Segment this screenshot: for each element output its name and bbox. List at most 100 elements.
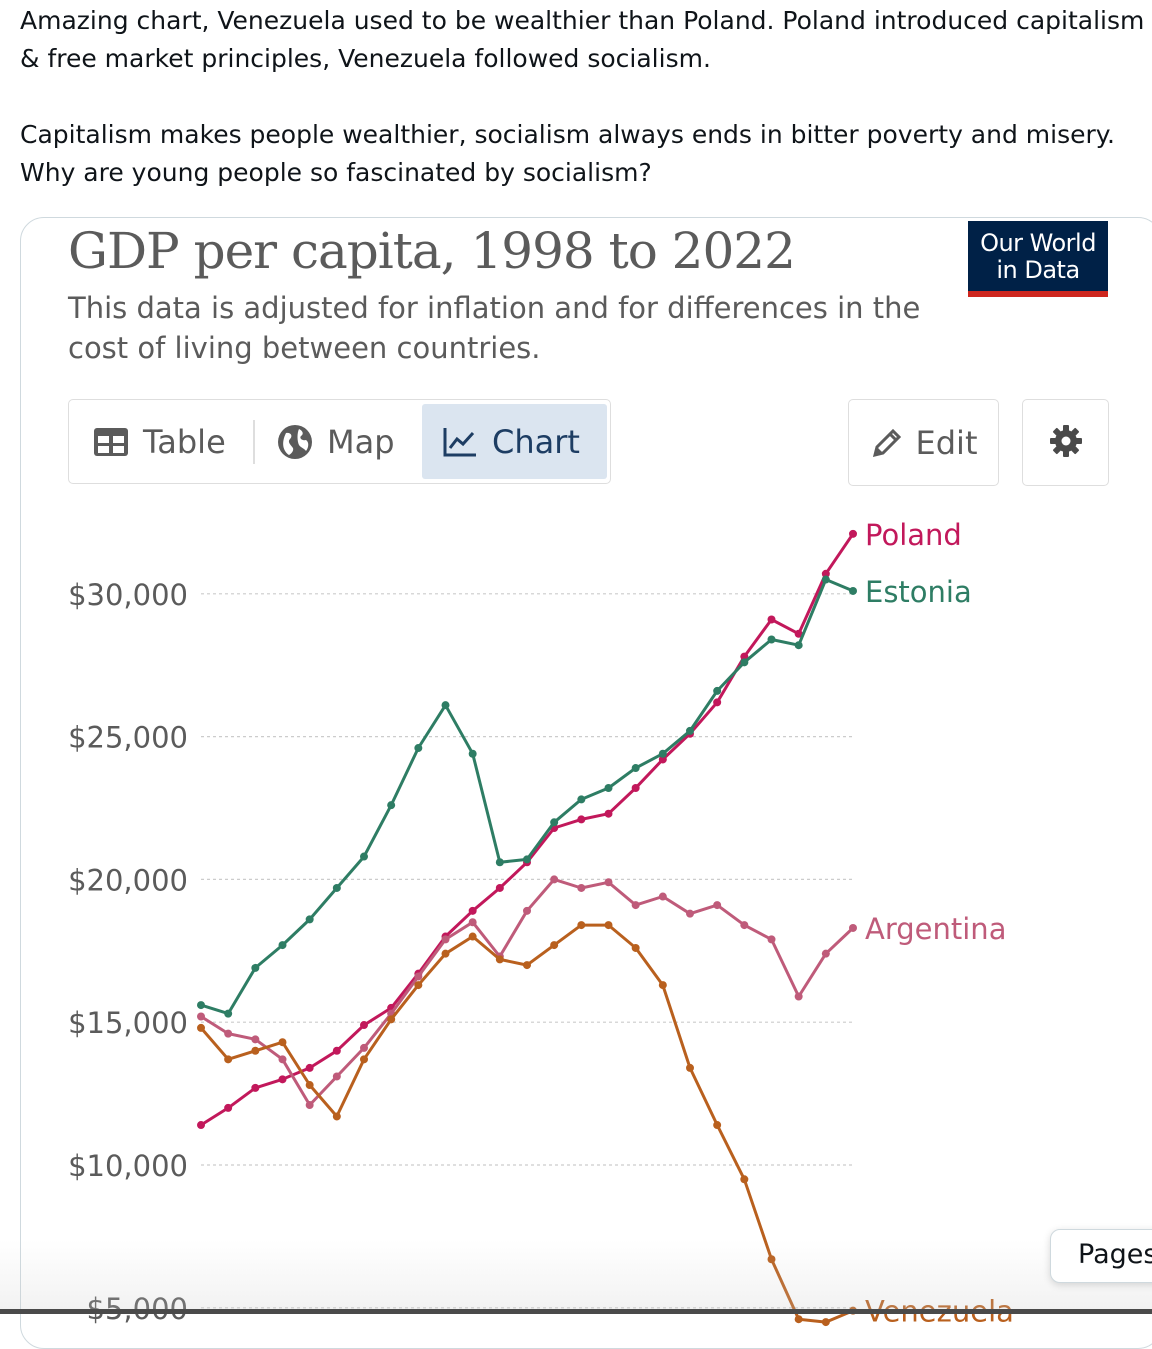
owid-logo-line-1: Our World (980, 229, 1096, 257)
series-label-estonia: Estonia (865, 575, 972, 609)
tab-chart-label: Chart (492, 422, 580, 461)
tab-map[interactable]: Map (277, 404, 395, 479)
point-estonia-2018 (740, 658, 749, 667)
point-poland-2022 (849, 529, 857, 538)
point-poland-2017 (713, 698, 722, 707)
owid-logo-line-2: in Data (996, 256, 1080, 284)
tab-chart[interactable]: Chart (422, 404, 607, 479)
series-line-poland (200, 532, 855, 1127)
line-chart-icon (442, 424, 478, 460)
point-estonia-2004 (360, 852, 368, 861)
point-estonia-1998 (197, 1001, 205, 1010)
point-argentina-2000 (251, 1035, 260, 1044)
point-venezuela-2018 (740, 1175, 749, 1184)
tweet-paragraph-2: Capitalism makes people wealthier, socia… (20, 120, 1115, 187)
point-venezuela-2001 (278, 1038, 287, 1047)
series-label-poland: Poland (865, 518, 962, 552)
point-argentina-2016 (686, 909, 694, 918)
point-argentina-2010 (523, 906, 531, 915)
point-argentina-2018 (740, 921, 749, 930)
point-poland-2015 (658, 755, 667, 764)
point-estonia-2012 (577, 795, 586, 804)
point-poland-2000 (251, 1083, 260, 1092)
point-venezuela-2005 (387, 1015, 396, 1024)
point-venezuela-2019 (767, 1255, 776, 1264)
point-estonia-2020 (794, 641, 803, 650)
point-estonia-2014 (631, 764, 640, 773)
point-poland-1998 (197, 1121, 205, 1130)
point-venezuela-2016 (686, 1063, 694, 1072)
point-estonia-2021 (821, 575, 830, 584)
point-venezuela-2011 (550, 941, 559, 950)
point-argentina-2019 (767, 935, 776, 944)
point-argentina-2020 (794, 992, 803, 1001)
point-estonia-2015 (658, 749, 667, 758)
point-venezuela-2012 (577, 921, 586, 930)
y-tick-label-25000: $25,000 (68, 721, 188, 755)
point-argentina-2008 (468, 918, 477, 927)
point-estonia-1999 (224, 1009, 233, 1018)
point-poland-2019 (767, 615, 776, 624)
point-estonia-2016 (686, 726, 694, 735)
chart-card[interactable]: GDP per capita, 1998 to 2022 This data i… (20, 217, 1152, 1349)
point-argentina-2014 (631, 901, 640, 910)
point-estonia-2022 (849, 586, 857, 595)
pencil-icon (870, 426, 904, 460)
point-poland-2014 (631, 784, 640, 793)
point-venezuela-2006 (414, 981, 423, 990)
point-estonia-2005 (387, 801, 396, 810)
point-estonia-2001 (278, 941, 287, 950)
point-poland-2009 (495, 883, 504, 892)
point-estonia-2002 (305, 915, 314, 924)
series-line-estonia (200, 578, 854, 1016)
point-estonia-2000 (251, 963, 260, 972)
point-argentina-2015 (658, 892, 667, 901)
tab-table-label: Table (143, 422, 226, 461)
point-venezuela-2020 (794, 1315, 803, 1324)
chart-subtitle: This data is adjusted for inflation and … (68, 291, 921, 365)
point-poland-2002 (305, 1063, 314, 1072)
point-argentina-1998 (197, 1012, 205, 1021)
point-venezuela-2000 (251, 1046, 260, 1055)
point-argentina-2017 (713, 901, 722, 910)
point-estonia-2007 (441, 701, 450, 710)
point-poland-2012 (577, 815, 586, 824)
y-tick-label-20000: $20,000 (68, 863, 188, 897)
point-estonia-2008 (468, 749, 477, 758)
point-argentina-2013 (604, 878, 613, 887)
point-estonia-2017 (713, 686, 722, 695)
edit-button[interactable]: Edit (848, 399, 999, 486)
series-label-argentina: Argentina (865, 912, 1006, 946)
line-chart: $5,000$10,000$15,000$20,000$25,000$30,00… (68, 518, 1014, 1329)
point-venezuela-2004 (360, 1055, 368, 1064)
tab-table[interactable]: Table (93, 404, 226, 479)
point-estonia-2009 (495, 858, 504, 867)
point-poland-2018 (740, 652, 749, 661)
point-argentina-2006 (414, 972, 423, 981)
pages-tooltip[interactable]: Pages (1050, 1229, 1152, 1283)
point-venezuela-2002 (305, 1081, 314, 1090)
edit-button-label: Edit (915, 423, 978, 462)
settings-button[interactable] (1022, 399, 1109, 486)
owid-logo[interactable]: Our World in Data (968, 221, 1108, 297)
point-venezuela-2015 (658, 981, 667, 990)
point-venezuela-1999 (224, 1055, 233, 1064)
point-venezuela-2014 (631, 943, 640, 952)
point-argentina-2002 (305, 1101, 314, 1110)
point-poland-2013 (604, 809, 613, 818)
point-argentina-2011 (550, 875, 559, 884)
point-argentina-2004 (360, 1043, 368, 1052)
bottom-scroll-bar (0, 1309, 1152, 1314)
point-venezuela-2021 (821, 1318, 830, 1327)
point-poland-2020 (794, 629, 803, 638)
tweet-text: Amazing chart, Venezuela used to be weal… (20, 2, 1145, 192)
point-argentina-2003 (332, 1072, 341, 1081)
point-estonia-2003 (332, 883, 341, 892)
point-venezuela-2007 (441, 949, 450, 958)
point-estonia-2006 (414, 744, 423, 753)
y-tick-label-10000: $10,000 (68, 1149, 188, 1183)
point-venezuela-2013 (604, 921, 613, 930)
point-argentina-1999 (224, 1029, 233, 1038)
point-venezuela-2008 (468, 932, 477, 941)
tweet-paragraph-1: Amazing chart, Venezuela used to be weal… (20, 6, 1145, 73)
